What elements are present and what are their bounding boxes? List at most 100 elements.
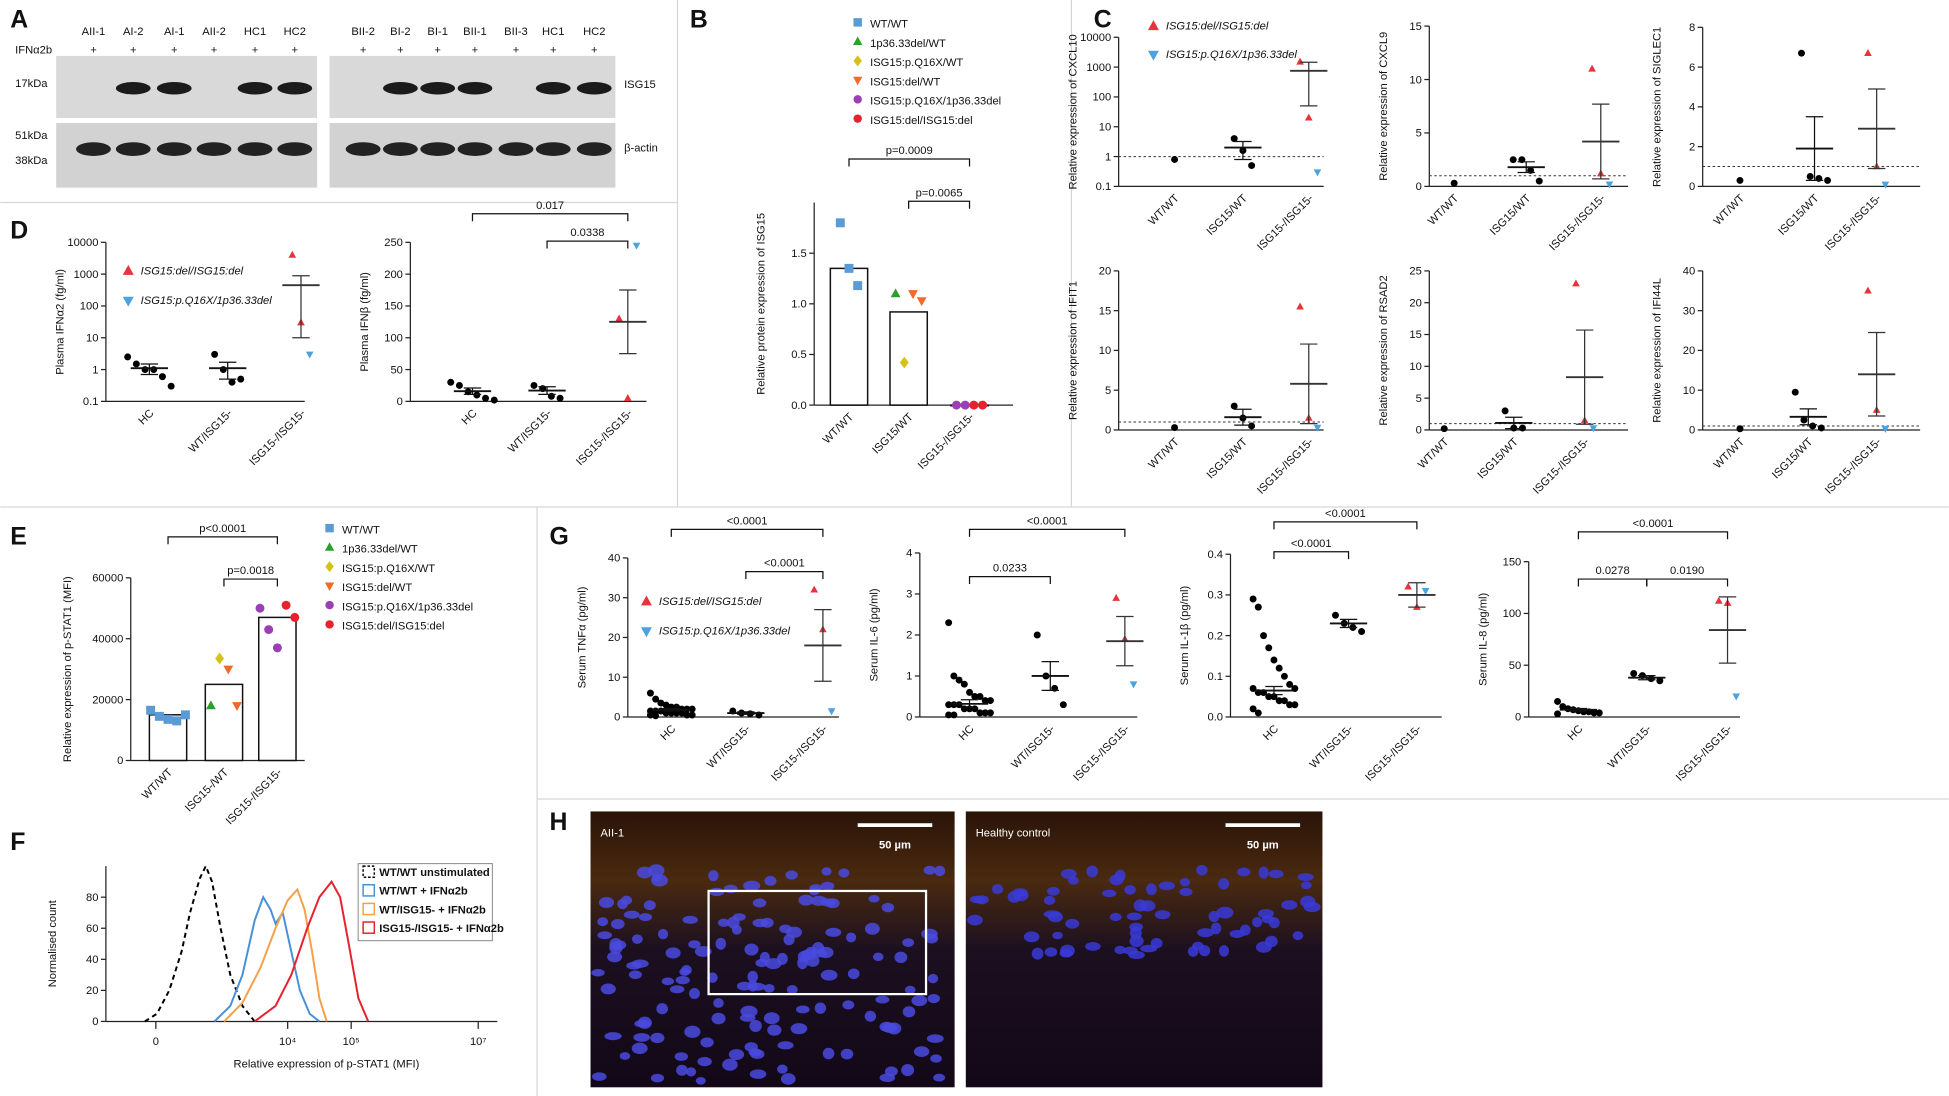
nucleus — [636, 866, 653, 879]
error-bar — [1592, 103, 1610, 180]
error-bar — [737, 711, 755, 715]
nucleus — [806, 955, 820, 967]
error-bar — [1408, 582, 1426, 608]
nucleus — [676, 1064, 688, 1076]
nucleus — [797, 956, 808, 970]
legend-label: WT/ISG15- + IFNα2b — [379, 904, 486, 916]
y-tick-label: 100 — [384, 332, 403, 344]
error-bar — [292, 275, 310, 339]
error-bar — [1867, 331, 1886, 417]
band — [237, 142, 273, 156]
error-bar — [1505, 416, 1523, 430]
treatment-mark: + — [434, 44, 441, 56]
point — [324, 582, 335, 591]
y-tick-label: 0.0 — [791, 400, 807, 412]
panel-letter: B — [690, 6, 708, 33]
point — [228, 378, 236, 386]
point — [844, 263, 854, 273]
nucleus — [930, 1054, 942, 1063]
nucleus — [1129, 935, 1144, 948]
point — [154, 711, 164, 721]
nucleus — [1303, 901, 1321, 913]
point — [1588, 64, 1596, 72]
point — [1304, 113, 1313, 121]
band — [115, 142, 151, 156]
nucleus — [923, 865, 936, 875]
lane-label: AII-1 — [82, 26, 106, 38]
protein-label: β-actin — [624, 143, 658, 155]
point — [1280, 697, 1288, 705]
y-tick-label: 20 — [1683, 345, 1695, 357]
point — [1248, 422, 1256, 430]
significance-bracket — [167, 536, 279, 545]
significance-bracket — [908, 200, 971, 209]
point — [1519, 424, 1526, 432]
point — [1332, 611, 1339, 619]
point — [853, 95, 862, 104]
point — [640, 595, 652, 606]
nucleus — [881, 902, 895, 913]
y-tick-label: 8 — [1689, 22, 1695, 34]
nucleus — [864, 1010, 877, 1022]
y-tick-label: 50 — [390, 364, 402, 376]
y-tick-label: 10 — [1099, 121, 1111, 133]
nucleus — [749, 1019, 762, 1032]
y-tick-label: 40 — [608, 553, 620, 565]
nucleus — [1179, 887, 1193, 897]
nucleus — [610, 919, 625, 930]
nucleus — [669, 985, 685, 994]
histogram-line — [144, 863, 256, 1023]
legend-label: WT/WT — [870, 19, 908, 31]
y-tick-label: 0 — [117, 755, 123, 767]
y-axis-label: Relative expression of p-STAT1 (MFI) — [62, 576, 74, 762]
point — [1715, 596, 1723, 604]
nucleus — [1065, 918, 1080, 929]
treatment-mark: + — [292, 44, 299, 56]
band — [345, 142, 381, 156]
legend-label: ISG15:del/ISG15:del — [1166, 21, 1269, 33]
nucleus — [600, 983, 616, 995]
y-tick-label: 0 — [614, 712, 620, 724]
point — [969, 400, 979, 410]
point — [163, 714, 173, 724]
x-tick-label: 10⁴ — [279, 1036, 296, 1048]
band — [535, 82, 571, 95]
band — [576, 82, 612, 95]
nucleus — [1154, 910, 1171, 920]
bar — [257, 616, 297, 762]
point — [657, 699, 665, 707]
point — [1864, 286, 1872, 294]
point — [1501, 407, 1509, 415]
point — [1313, 169, 1322, 177]
band — [457, 82, 493, 95]
legend-label: ISG15:p.Q16X/1p36.33del — [342, 601, 473, 613]
point — [945, 711, 953, 719]
significance-bracket — [546, 240, 629, 249]
nucleus — [969, 895, 985, 904]
error-bar — [814, 609, 832, 682]
nucleus — [619, 1052, 631, 1060]
point — [556, 394, 564, 402]
nucleus — [661, 977, 675, 986]
point — [1864, 49, 1872, 56]
point — [908, 290, 918, 300]
point — [986, 697, 994, 705]
p-value: p=0.0065 — [916, 187, 963, 199]
point — [1559, 703, 1567, 711]
significance-bracket — [471, 213, 629, 222]
treatment-mark: + — [472, 44, 479, 56]
nucleus — [707, 972, 718, 983]
nucleus — [820, 969, 838, 981]
y-tick-label: 40 — [1683, 266, 1695, 278]
nucleus — [597, 917, 609, 927]
significance-bracket — [223, 578, 279, 587]
nucleus — [902, 938, 915, 947]
point — [1358, 628, 1366, 636]
y-tick-label: 30 — [608, 592, 620, 604]
point — [455, 381, 463, 389]
y-tick-label: 0 — [1689, 425, 1695, 437]
point — [530, 381, 538, 389]
nucleus — [1297, 873, 1314, 881]
nucleus — [743, 880, 761, 891]
nucleus — [767, 1024, 782, 1036]
